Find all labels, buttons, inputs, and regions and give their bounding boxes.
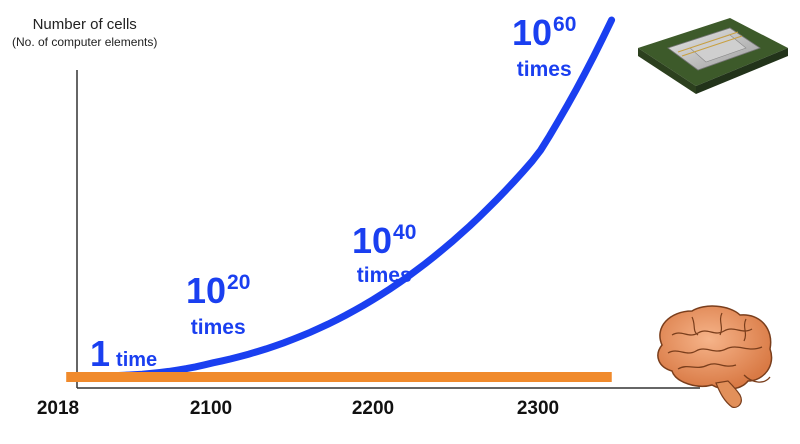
- annotation-10e60: 1060 times: [512, 14, 576, 80]
- annotation-unit: times: [190, 316, 246, 339]
- annotation-base: 10: [512, 12, 553, 53]
- annotation-exponent: 20: [227, 271, 251, 294]
- annotation-exponent: 60: [553, 13, 577, 36]
- annotation-1-time: 1 time: [90, 336, 157, 372]
- x-tick-label: 2300: [516, 398, 560, 419]
- annotation-value: 1: [90, 333, 111, 374]
- annotation-unit: time: [116, 349, 158, 371]
- annotation-base: 10: [186, 270, 227, 311]
- x-tick-label: 2100: [189, 398, 233, 419]
- annotation-base: 10: [352, 220, 393, 261]
- x-tick-label: 2200: [351, 398, 395, 419]
- annotation-unit: times: [356, 264, 412, 287]
- computer-growth-series-line: [76, 16, 616, 380]
- y-axis-subtitle: (No. of computer elements): [12, 35, 158, 49]
- annotation-10e20: 1020 times: [186, 272, 250, 338]
- brain-image: [657, 305, 773, 408]
- cpu-chip-image: [638, 18, 788, 94]
- annotation-unit: times: [516, 58, 572, 81]
- annotation-10e40: 1040 times: [352, 222, 416, 286]
- annotation-exponent: 40: [393, 221, 417, 244]
- x-tick-label: 2018: [36, 398, 80, 419]
- y-axis-label: Number of cells (No. of computer element…: [12, 16, 157, 49]
- y-axis-title: Number of cells: [32, 16, 137, 33]
